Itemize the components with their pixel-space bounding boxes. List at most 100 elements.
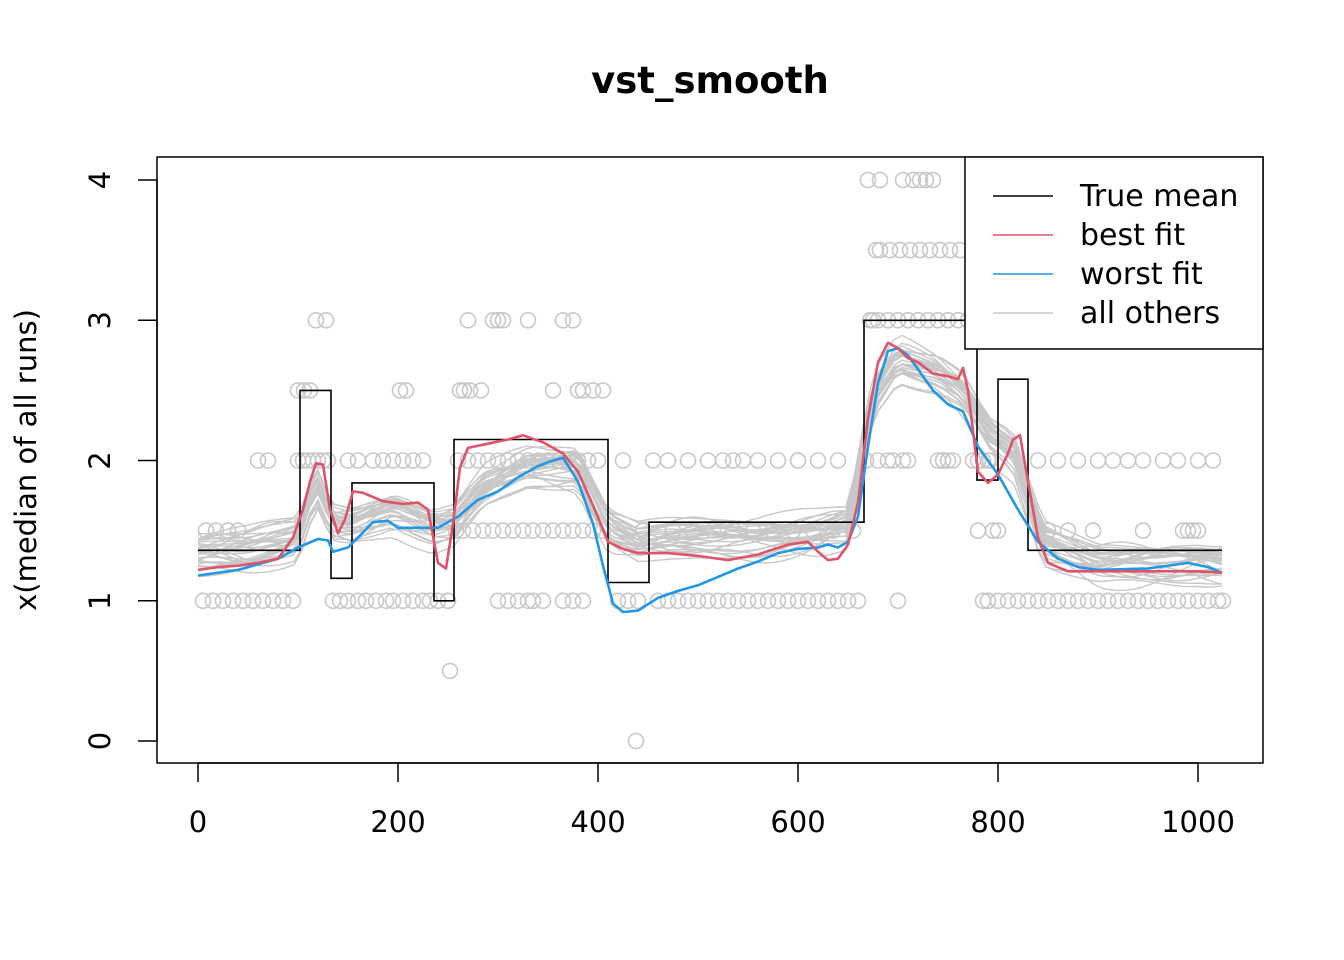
other-fit-line: [197, 349, 1223, 559]
data-point: [574, 592, 592, 610]
data-point: [917, 171, 935, 189]
data-point: [264, 592, 282, 610]
data-point: [769, 452, 787, 469]
data-point: [867, 241, 885, 259]
legend-label: best fit: [1080, 218, 1185, 253]
data-point: [377, 592, 395, 610]
data-point: [494, 311, 512, 329]
best-fit-line: [197, 341, 1223, 574]
data-point: [941, 241, 959, 259]
data-point: [574, 382, 592, 399]
data-point: [319, 452, 337, 469]
data-point: [934, 452, 952, 469]
data-point: [1179, 522, 1197, 539]
fits-layer: [197, 341, 1223, 614]
data-point: [499, 592, 517, 610]
data-point: [1109, 592, 1127, 610]
data-point: [1149, 592, 1167, 610]
data-point: [374, 452, 392, 469]
data-point: [331, 592, 349, 610]
data-point: [659, 452, 677, 469]
data-point: [307, 311, 325, 329]
data-point: [1189, 522, 1207, 539]
data-point: [729, 592, 747, 610]
data-point: [1159, 592, 1177, 610]
data-point: [969, 522, 987, 539]
data-point: [1099, 592, 1117, 610]
data-point: [404, 592, 422, 610]
legend-label: True mean: [1079, 179, 1238, 214]
data-point: [1019, 592, 1037, 610]
data-point: [514, 522, 532, 539]
data-point: [679, 592, 697, 610]
data-point: [679, 452, 697, 469]
data-point: [274, 592, 292, 610]
data-point: [1079, 592, 1097, 610]
data-point: [999, 592, 1017, 610]
data-point: [564, 592, 582, 610]
data-point: [789, 592, 807, 610]
other-fit-line: [197, 359, 1223, 561]
data-point: [574, 522, 592, 539]
legend-label: worst fit: [1080, 257, 1203, 292]
data-point: [489, 592, 507, 610]
data-point: [649, 592, 667, 610]
data-point: [1134, 522, 1152, 539]
worst-fit-line: [197, 347, 1223, 614]
data-point: [871, 241, 889, 259]
y-tick-label: 0: [83, 732, 117, 750]
data-point: [829, 452, 847, 469]
data-point: [881, 241, 899, 259]
x-tick-label: 200: [370, 805, 425, 839]
data-point: [849, 592, 867, 610]
data-point: [259, 452, 277, 469]
data-point: [889, 592, 907, 610]
data-point: [1169, 592, 1187, 610]
data-point: [441, 662, 459, 680]
data-point: [894, 171, 912, 189]
data-point: [504, 522, 522, 539]
data-point: [564, 311, 582, 329]
legend: True mean best fit worst fit all others: [964, 156, 1264, 350]
data-point: [1184, 522, 1202, 539]
data-point: [1049, 452, 1067, 469]
data-point: [939, 452, 957, 469]
data-point: [614, 452, 632, 469]
data-point: [472, 382, 490, 399]
data-point: [544, 522, 562, 539]
y-tick-label: 1: [83, 592, 117, 610]
data-point: [459, 311, 477, 329]
x-tick-label: 600: [770, 805, 825, 839]
data-point: [779, 592, 797, 610]
data-point: [979, 452, 997, 469]
data-point: [244, 592, 262, 610]
data-point: [904, 171, 922, 189]
other-fit-line: [197, 363, 1223, 556]
data-point: [394, 452, 412, 469]
data-point: [589, 452, 607, 469]
data-point: [534, 522, 552, 539]
data-point: [524, 592, 542, 610]
data-point: [534, 592, 552, 610]
data-point: [414, 452, 432, 469]
x-tick-label: 800: [970, 805, 1025, 839]
data-point: [989, 522, 1007, 539]
data-point: [739, 592, 757, 610]
data-point: [484, 311, 502, 329]
data-point: [357, 592, 375, 610]
data-point: [1204, 452, 1222, 469]
data-point: [894, 452, 912, 469]
data-point: [911, 171, 929, 189]
other-fit-line: [197, 371, 1223, 577]
data-point: [974, 592, 992, 610]
data-point: [799, 592, 817, 610]
legend-box: [964, 156, 1264, 350]
data-point: [901, 241, 919, 259]
data-point: [719, 592, 737, 610]
data-point: [474, 522, 492, 539]
data-point: [1169, 452, 1187, 469]
data-point: [931, 241, 949, 259]
data-point: [519, 311, 537, 329]
data-point: [769, 592, 787, 610]
data-point: [204, 592, 222, 610]
